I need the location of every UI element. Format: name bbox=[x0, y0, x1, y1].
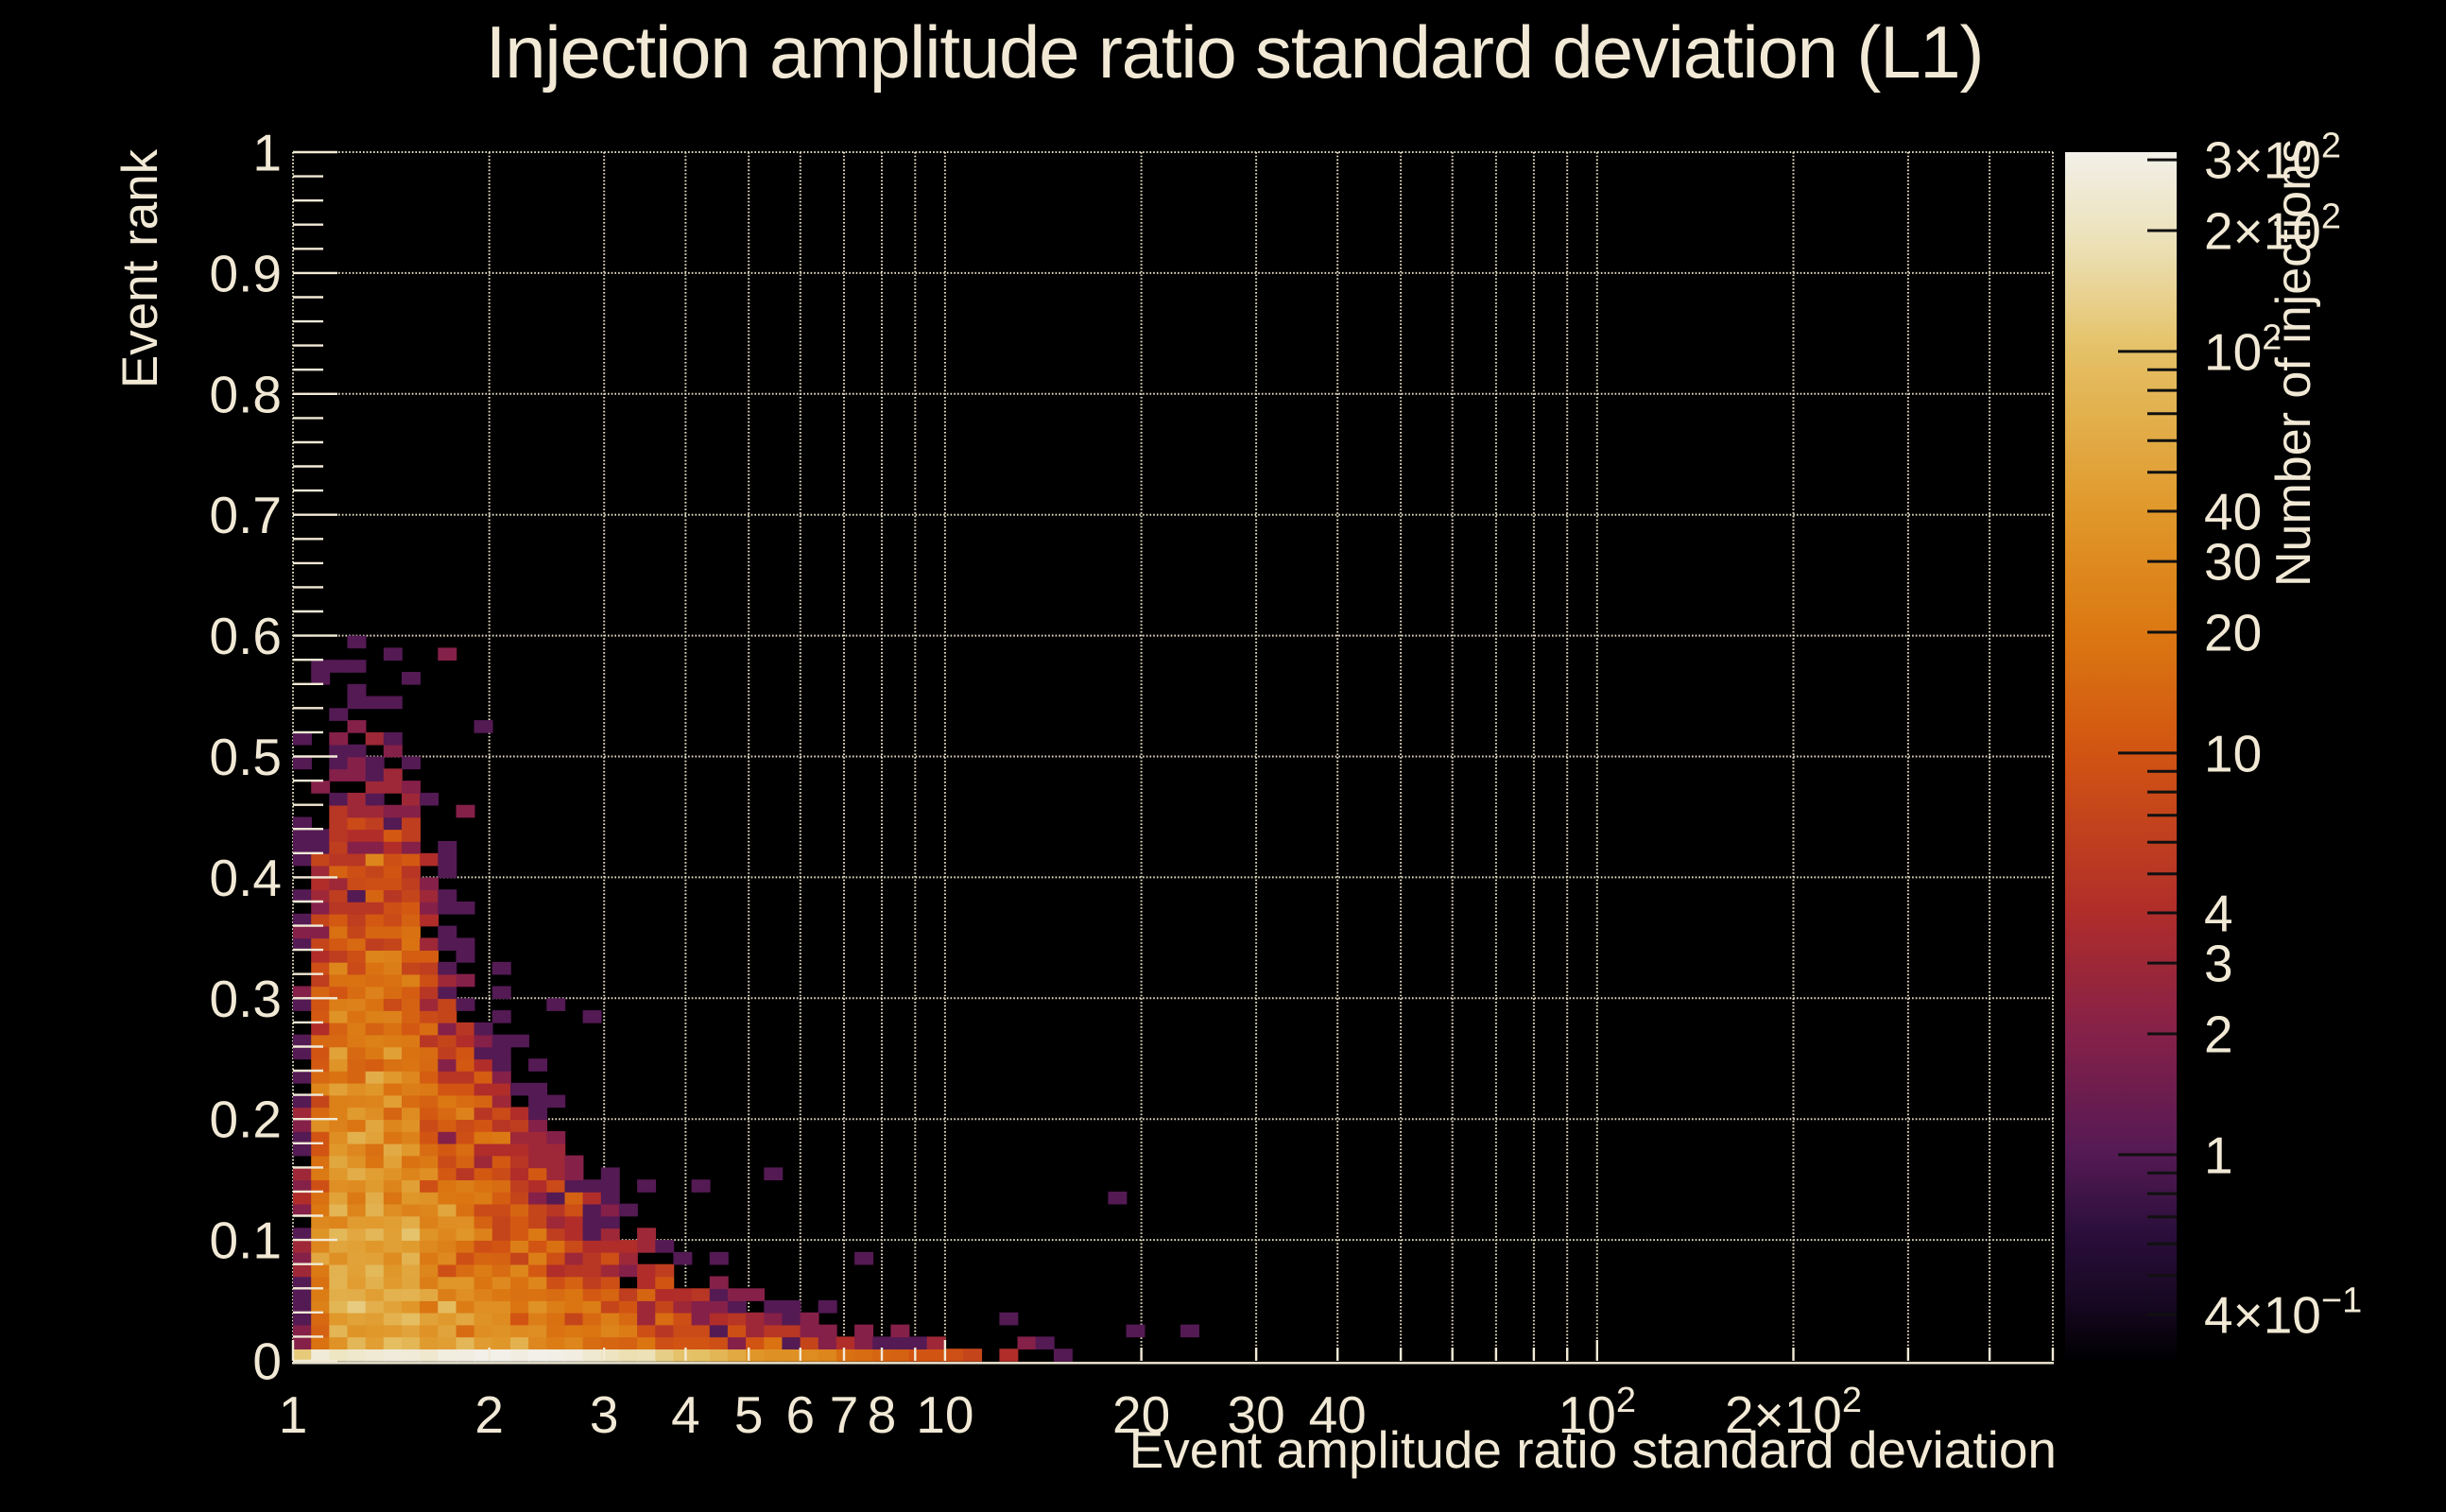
svg-text:8: 8 bbox=[868, 1385, 897, 1444]
svg-text:2: 2 bbox=[2204, 1005, 2233, 1064]
svg-text:1: 1 bbox=[252, 124, 282, 182]
svg-text:30: 30 bbox=[2204, 533, 2262, 592]
svg-text:3: 3 bbox=[2204, 935, 2233, 993]
svg-text:30: 30 bbox=[1228, 1385, 1285, 1444]
svg-text:1: 1 bbox=[279, 1385, 308, 1444]
svg-text:2×102: 2×102 bbox=[1725, 1381, 1862, 1444]
svg-text:4: 4 bbox=[671, 1385, 700, 1444]
svg-text:6: 6 bbox=[786, 1385, 816, 1444]
svg-text:40: 40 bbox=[1309, 1385, 1367, 1444]
svg-text:10: 10 bbox=[2204, 724, 2262, 782]
svg-text:0.6: 0.6 bbox=[210, 607, 282, 665]
svg-text:4: 4 bbox=[2204, 885, 2233, 943]
svg-text:2×102: 2×102 bbox=[2204, 198, 2341, 261]
svg-text:0.2: 0.2 bbox=[210, 1091, 282, 1149]
svg-text:0.5: 0.5 bbox=[210, 728, 282, 786]
svg-text:Number of injections: Number of injections bbox=[2266, 139, 2321, 587]
svg-text:0: 0 bbox=[252, 1332, 282, 1391]
svg-text:102: 102 bbox=[1559, 1381, 1636, 1444]
svg-text:Event rank: Event rank bbox=[112, 148, 168, 388]
svg-text:0.1: 0.1 bbox=[210, 1211, 282, 1270]
svg-text:Event amplitude ratio standard: Event amplitude ratio standard deviation bbox=[1129, 1420, 2057, 1479]
svg-text:0.8: 0.8 bbox=[210, 365, 282, 423]
svg-text:40: 40 bbox=[2204, 483, 2262, 541]
svg-text:20: 20 bbox=[1112, 1385, 1170, 1444]
svg-text:7: 7 bbox=[830, 1385, 859, 1444]
svg-text:0.3: 0.3 bbox=[210, 970, 282, 1028]
svg-text:3×102: 3×102 bbox=[2204, 127, 2341, 190]
svg-text:5: 5 bbox=[734, 1385, 764, 1444]
svg-text:20: 20 bbox=[2204, 604, 2262, 662]
svg-text:Injection amplitude ratio stan: Injection amplitude ratio standard devia… bbox=[486, 10, 1984, 94]
svg-text:2: 2 bbox=[474, 1385, 504, 1444]
svg-text:0.7: 0.7 bbox=[210, 486, 282, 544]
svg-text:0.9: 0.9 bbox=[210, 244, 282, 302]
svg-text:10: 10 bbox=[916, 1385, 973, 1444]
svg-text:3: 3 bbox=[590, 1385, 619, 1444]
svg-text:1: 1 bbox=[2204, 1125, 2233, 1184]
svg-text:0.4: 0.4 bbox=[210, 849, 282, 907]
